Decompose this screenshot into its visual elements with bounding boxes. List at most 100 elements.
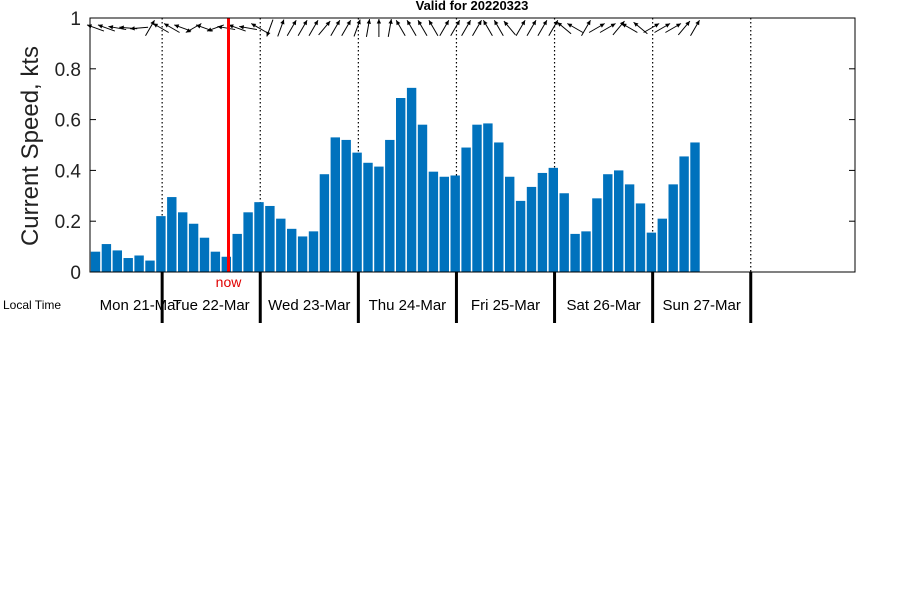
- speed-bar: [581, 231, 591, 272]
- direction-arrow-head: [346, 20, 351, 26]
- direction-arrow-head: [108, 25, 114, 30]
- speed-bar: [428, 171, 439, 272]
- direction-arrow-head: [130, 26, 135, 31]
- direction-arrow-head: [196, 24, 202, 29]
- speed-bar: [439, 176, 449, 272]
- day-label: Mon 21-Mar: [100, 297, 181, 314]
- direction-arrow-head: [325, 21, 331, 26]
- direction-arrow-head: [503, 21, 509, 26]
- direction-arrow-head: [685, 21, 690, 26]
- speed-bar: [385, 139, 395, 272]
- direction-arrow: [239, 25, 258, 31]
- direction-arrow: [130, 26, 149, 31]
- direction-arrow-head: [366, 19, 371, 24]
- direction-arrow: [297, 19, 308, 37]
- direction-arrow: [581, 19, 591, 37]
- chart-title: Valid for 20220323: [416, 0, 529, 13]
- speed-bar: [450, 175, 460, 272]
- direction-arrow: [395, 19, 406, 37]
- direction-arrow-head: [396, 20, 401, 26]
- direction-arrow: [654, 23, 671, 33]
- speed-bar: [178, 212, 188, 272]
- direction-arrow: [526, 19, 537, 37]
- speed-bar: [112, 250, 122, 272]
- bars-layer: [90, 87, 700, 273]
- direction-arrow-head: [356, 19, 361, 25]
- axes-layer: [89, 17, 856, 323]
- speed-bar: [232, 233, 242, 272]
- speed-bar: [156, 216, 166, 272]
- direction-arrow: [217, 25, 236, 31]
- direction-arrow: [482, 19, 493, 37]
- direction-arrow-head: [292, 20, 297, 26]
- direction-arrow-head: [586, 20, 591, 26]
- direction-arrow: [417, 19, 428, 37]
- direction-arrow-head: [567, 23, 573, 28]
- speed-bar: [134, 255, 144, 272]
- direction-arrow-head: [174, 24, 180, 29]
- direction-arrow: [599, 23, 616, 33]
- speed-bar: [559, 193, 569, 272]
- direction-arrow-head: [483, 20, 488, 26]
- direction-arrow: [365, 19, 371, 37]
- speed-bar: [657, 218, 667, 272]
- direction-arrow: [387, 19, 393, 37]
- x-axis-prefix-label: Local Time: [3, 298, 61, 312]
- direction-arrow-head: [164, 23, 169, 28]
- y-tick-label: 0.6: [55, 111, 81, 132]
- direction-arrow-head: [206, 27, 212, 32]
- direction-arrow-head: [185, 28, 191, 33]
- speed-bar: [614, 170, 624, 272]
- speed-bar: [494, 142, 504, 272]
- speed-bar: [570, 233, 580, 272]
- y-tick-label: 0.8: [55, 60, 81, 81]
- direction-arrow-head: [302, 20, 308, 26]
- direction-arrow-head: [418, 20, 423, 26]
- speed-bar: [341, 139, 351, 272]
- direction-arrow-head: [599, 23, 605, 28]
- direction-arrow-head: [477, 20, 482, 26]
- direction-arrow: [548, 19, 559, 37]
- speed-bar: [472, 124, 482, 273]
- speed-bar: [243, 212, 253, 272]
- speed-bar: [221, 256, 231, 272]
- day-label: Fri 25-Mar: [471, 297, 540, 314]
- direction-arrow: [621, 23, 638, 33]
- speed-bar: [352, 152, 362, 272]
- direction-arrow: [376, 19, 382, 37]
- direction-arrow-head: [557, 22, 563, 27]
- direction-arrow: [97, 24, 116, 32]
- direction-arrow-head: [695, 20, 700, 26]
- speed-bar: [374, 166, 384, 272]
- speed-bar: [167, 197, 177, 272]
- speed-bar: [287, 228, 297, 272]
- direction-arrow-head: [654, 23, 660, 28]
- direction-arrow: [152, 23, 169, 33]
- direction-arrow: [341, 19, 352, 37]
- direction-arrow-head: [665, 23, 671, 28]
- direction-arrow-head: [119, 25, 124, 30]
- y-axis-label: Current Speed, kts: [17, 46, 44, 246]
- direction-arrow-head: [376, 19, 382, 24]
- speed-bar: [210, 251, 221, 272]
- direction-arrow-head: [676, 23, 681, 28]
- direction-arrow-head: [610, 23, 616, 28]
- direction-arrow-head: [633, 22, 639, 27]
- speed-bar: [188, 223, 199, 272]
- direction-arrow: [690, 19, 700, 37]
- direction-arrow-head: [428, 20, 434, 26]
- direction-arrow: [250, 23, 268, 33]
- speed-bar: [526, 186, 537, 272]
- direction-arrow: [556, 21, 572, 35]
- speed-bar: [406, 87, 417, 272]
- day-label: Wed 23-Mar: [268, 297, 350, 314]
- speed-bar: [330, 137, 340, 272]
- direction-arrow-head: [280, 19, 285, 25]
- speed-bar: [483, 123, 493, 272]
- direction-arrow: [643, 23, 660, 33]
- speed-bar: [515, 200, 526, 272]
- direction-arrow-head: [313, 20, 318, 26]
- direction-arrow: [472, 19, 482, 37]
- speed-bar: [199, 237, 210, 272]
- direction-arrow-head: [494, 20, 499, 26]
